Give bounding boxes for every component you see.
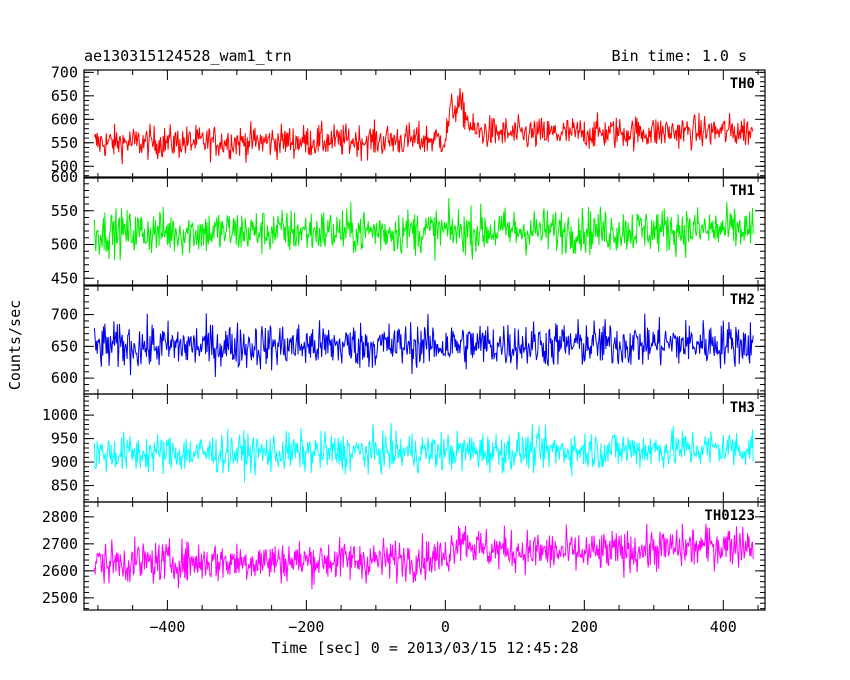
panel-th2: 600 650 700 TH2 [51,285,766,395]
y-axis-label: Counts/sec [6,300,24,390]
y-tick-label: 1000 [42,406,78,424]
y-tick-label: 650 [51,87,78,105]
x-axis: −400 −200 0 200 400 [149,618,737,636]
y-tick-label: 2700 [42,535,78,553]
plot-title: ae130315124528_wam1_trn [84,47,292,65]
y-tick-label: 900 [51,453,78,471]
y-tick-label: 550 [51,202,78,220]
series-th1-line [93,198,754,261]
series-th0-line [93,87,754,165]
y-tick-label: 500 [51,157,78,175]
y-tick-label: 850 [51,477,78,495]
panel-th3: 850 900 950 1000 TH3 [42,393,766,503]
y-tick-label: 450 [51,269,78,287]
x-tick-label: 200 [571,618,598,636]
panel-frame [83,69,766,179]
series-th3-line [93,422,754,483]
panel-label: TH2 [730,292,755,308]
y-tick-label: 600 [51,110,78,128]
panels-group: 500 550 600 650 700 TH0 450 500 550 600 TH1 600 650 7… [42,63,766,611]
y-tick-label: 950 [51,430,78,448]
x-tick-label: −200 [288,618,324,636]
y-tick-label: 700 [51,63,78,81]
panel-th1: 450 500 550 600 TH1 [51,168,766,287]
y-tick-label: 2500 [42,589,78,607]
panel-th0: 500 550 600 650 700 TH0 [51,63,766,179]
x-tick-label: 400 [710,618,737,636]
x-axis-label: Time [sec] 0 = 2013/03/15 12:45:28 [271,639,578,657]
y-tick-label: 2600 [42,562,78,580]
panel-label: TH1 [730,183,755,199]
y-tick-label: 2800 [42,508,78,526]
bin-time-label: Bin time: 1.0 s [612,47,747,65]
y-tick-label: 650 [51,337,78,355]
y-tick-label: 600 [51,168,78,186]
panel-label: TH0 [730,76,755,92]
x-tick-label: −400 [149,618,185,636]
panel-label: TH0123 [704,508,755,524]
series-th0123-line [93,523,754,590]
y-tick-label: 500 [51,236,78,254]
y-tick-label: 600 [51,369,78,387]
y-tick-label: 550 [51,134,78,152]
panel-th0123: 2500 2600 2700 2800 TH0123 [42,501,766,611]
panel-label: TH3 [730,400,755,416]
y-tick-label: 700 [51,306,78,324]
x-tick-label: 0 [441,618,450,636]
panel-frame [83,501,766,611]
series-th2-line [93,313,754,378]
